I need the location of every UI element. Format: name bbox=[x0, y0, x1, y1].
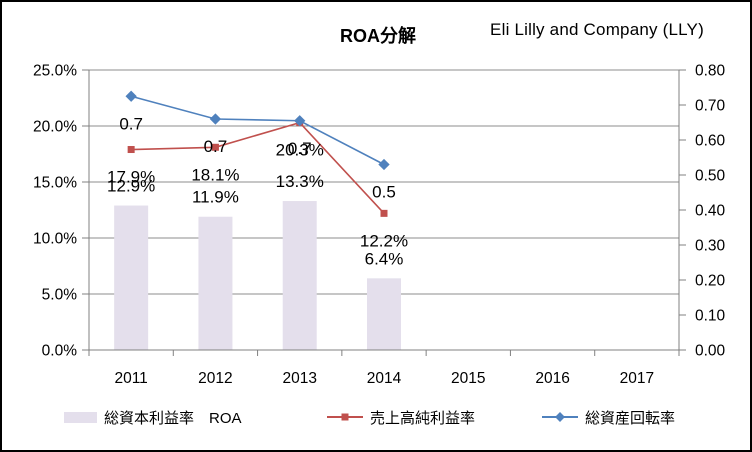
axes bbox=[82, 69, 686, 356]
svg-text:13.3%: 13.3% bbox=[276, 172, 324, 191]
blue-line-swatch-icon bbox=[542, 412, 578, 422]
svg-text:5.0%: 5.0% bbox=[42, 287, 78, 304]
svg-text:2016: 2016 bbox=[535, 370, 569, 387]
svg-text:2017: 2017 bbox=[620, 370, 654, 387]
svg-text:0.70: 0.70 bbox=[695, 98, 726, 115]
svg-text:2014: 2014 bbox=[367, 370, 402, 387]
svg-text:17.9%: 17.9% bbox=[107, 168, 155, 187]
legend-item-asset-turnover: 総資産回転率 bbox=[542, 405, 675, 429]
line-series-asset-turnover bbox=[125, 90, 390, 171]
legend-label-net-margin: 売上高純利益率 bbox=[370, 409, 476, 427]
bar-swatch-icon bbox=[64, 411, 97, 423]
svg-text:0.80: 0.80 bbox=[695, 63, 726, 80]
svg-text:0.0%: 0.0% bbox=[42, 343, 78, 360]
svg-text:11.9%: 11.9% bbox=[192, 188, 239, 207]
line-series-net-margin bbox=[127, 119, 388, 217]
bar-series-roa bbox=[114, 201, 401, 350]
svg-text:2013: 2013 bbox=[282, 370, 316, 387]
chart-title: ROA分解 bbox=[340, 26, 416, 46]
svg-text:0.20: 0.20 bbox=[695, 273, 726, 290]
svg-text:25.0%: 25.0% bbox=[33, 63, 77, 80]
svg-text:12.9%: 12.9% bbox=[107, 177, 155, 196]
data-labels: 12.9% 11.9% 13.3% 6.4% 17.9% 18.1% 20.3% 12.2% 0… bbox=[107, 114, 408, 268]
legend: 総資本利益率 ROA 売上高純利益率 総資産回転率 bbox=[2, 405, 750, 429]
y-axis-left-labels: 0.0% 5.0% 10.0% 15.0% 20.0% 25.0% bbox=[33, 63, 77, 360]
red-line-swatch-icon bbox=[327, 413, 363, 421]
svg-text:20.3%: 20.3% bbox=[276, 141, 324, 160]
legend-label-roa: 総資本利益率 ROA bbox=[104, 409, 242, 427]
svg-text:0.60: 0.60 bbox=[695, 133, 726, 150]
svg-text:0.7: 0.7 bbox=[204, 137, 228, 156]
svg-text:0.7: 0.7 bbox=[288, 139, 312, 158]
legend-label-asset-turnover: 総資産回転率 bbox=[585, 409, 676, 427]
legend-item-net-margin: 売上高純利益率 bbox=[327, 405, 475, 429]
svg-text:6.4%: 6.4% bbox=[365, 249, 404, 268]
svg-text:0.00: 0.00 bbox=[695, 343, 726, 360]
svg-text:18.1%: 18.1% bbox=[191, 165, 239, 184]
x-axis-labels: 2011 2012 2013 2014 2015 2016 2017 bbox=[114, 370, 654, 387]
svg-text:0.40: 0.40 bbox=[695, 203, 726, 220]
y-axis-right-labels: 0.00 0.10 0.20 0.30 0.40 0.50 0.60 0.70 0.80 bbox=[695, 63, 726, 360]
svg-text:0.30: 0.30 bbox=[695, 238, 726, 255]
svg-text:2012: 2012 bbox=[198, 370, 232, 387]
svg-text:20.0%: 20.0% bbox=[33, 119, 77, 136]
svg-text:10.0%: 10.0% bbox=[33, 231, 77, 248]
svg-text:0.10: 0.10 bbox=[695, 308, 726, 325]
square-marker-icon bbox=[341, 413, 349, 421]
svg-text:12.2%: 12.2% bbox=[360, 231, 408, 250]
company-annotation: Eli Lilly and Company (LLY) bbox=[490, 20, 704, 39]
svg-text:2011: 2011 bbox=[114, 370, 147, 387]
svg-text:2015: 2015 bbox=[451, 370, 485, 387]
diamond-marker-icon bbox=[555, 412, 565, 422]
svg-text:0.5: 0.5 bbox=[372, 183, 396, 202]
svg-text:0.50: 0.50 bbox=[695, 168, 726, 185]
svg-text:0.7: 0.7 bbox=[119, 114, 143, 133]
svg-text:15.0%: 15.0% bbox=[33, 175, 77, 192]
legend-item-roa-bar: 総資本利益率 ROA bbox=[64, 405, 242, 429]
